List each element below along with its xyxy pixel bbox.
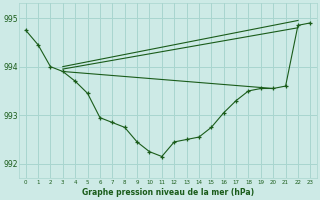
X-axis label: Graphe pression niveau de la mer (hPa): Graphe pression niveau de la mer (hPa) <box>82 188 254 197</box>
